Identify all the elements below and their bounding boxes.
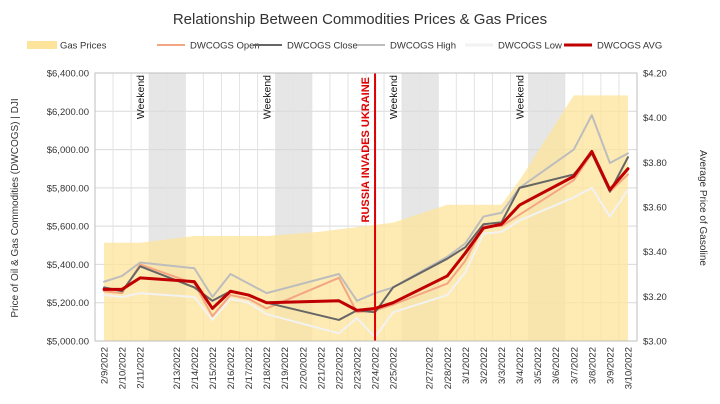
x-tick-label: 3/1/2022 bbox=[461, 347, 472, 384]
x-tick-label: 2/25/2022 bbox=[389, 347, 400, 389]
y-left-tick-label: $6,200.00 bbox=[47, 107, 89, 118]
x-tick-label: 2/15/2022 bbox=[208, 347, 219, 389]
x-tick-label: 2/16/2022 bbox=[226, 347, 237, 389]
legend-label: DWCOGS Low bbox=[498, 41, 562, 52]
y-left-tick-label: $6,000.00 bbox=[47, 145, 89, 156]
y-left-tick-label: $5,800.00 bbox=[47, 183, 89, 194]
y-right-tick-label: $4.20 bbox=[643, 69, 667, 80]
gas-prices-area bbox=[104, 95, 628, 341]
x-tick-label: 2/13/2022 bbox=[172, 347, 183, 389]
legend-label: DWCOGS High bbox=[390, 41, 456, 52]
x-tick-label: 2/28/2022 bbox=[443, 347, 454, 389]
x-tick-label: 3/5/2022 bbox=[533, 347, 544, 384]
y-right-tick-label: $3.20 bbox=[643, 292, 667, 303]
x-tick-label: 2/21/2022 bbox=[316, 347, 327, 389]
legend-label: DWCOGS AVG bbox=[597, 41, 662, 52]
y-right-tick-label: $3.40 bbox=[643, 247, 667, 258]
x-tick-label: 2/10/2022 bbox=[118, 347, 129, 389]
legend: Gas Prices DWCOGS Open DWCOGS Close DWCOGS … bbox=[27, 41, 662, 52]
x-tick-label: 2/9/2022 bbox=[100, 347, 111, 384]
x-tick-label: 3/9/2022 bbox=[605, 347, 616, 384]
legend-label: Gas Prices bbox=[60, 41, 107, 52]
x-tick-label: 2/18/2022 bbox=[262, 347, 273, 389]
x-tick-label: 2/24/2022 bbox=[371, 347, 382, 389]
chart-title: Relationship Between Commodities Prices … bbox=[173, 11, 547, 28]
event-label: RUSSIA INVADES UKRAINE bbox=[360, 77, 372, 222]
legend-swatch-gas bbox=[27, 41, 57, 49]
x-tick-label: 3/3/2022 bbox=[497, 347, 508, 384]
x-tick-label: 2/11/2022 bbox=[136, 347, 147, 389]
y-left-tick-label: $5,000.00 bbox=[47, 337, 89, 348]
y-right-tick-label: $3.00 bbox=[643, 337, 667, 348]
weekend-label: Weekend bbox=[262, 75, 274, 119]
x-tick-label: 3/10/2022 bbox=[623, 347, 634, 389]
x-tick-label: 2/17/2022 bbox=[244, 347, 255, 389]
x-tick-label: 3/2/2022 bbox=[479, 347, 490, 384]
y-right-tick-label: $3.80 bbox=[643, 158, 667, 169]
x-tick-label: 3/7/2022 bbox=[569, 347, 580, 384]
x-tick-label: 2/20/2022 bbox=[298, 347, 309, 389]
x-tick-label: 2/19/2022 bbox=[280, 347, 291, 389]
y-left-tick-label: $5,400.00 bbox=[47, 260, 89, 271]
y-left-tick-label: $5,600.00 bbox=[47, 222, 89, 233]
y-left-tick-label: $6,400.00 bbox=[47, 69, 89, 80]
x-tick-label: 3/6/2022 bbox=[551, 347, 562, 384]
weekend-label: Weekend bbox=[388, 75, 400, 119]
legend-label: DWCOGS Close bbox=[287, 41, 358, 52]
x-tick-label: 2/23/2022 bbox=[352, 347, 363, 389]
y-left-tick-label: $5,200.00 bbox=[47, 298, 89, 309]
x-tick-label: 2/14/2022 bbox=[190, 347, 201, 389]
x-tick-label: 2/22/2022 bbox=[334, 347, 345, 389]
y-axis-right-title: Average Price of Gasoline bbox=[697, 150, 708, 266]
plot-border bbox=[94, 72, 638, 342]
weekend-label: Weekend bbox=[515, 75, 527, 119]
y-right-tick-label: $3.60 bbox=[643, 203, 667, 214]
weekend-label: Weekend bbox=[135, 75, 147, 119]
y-right-tick-label: $4.00 bbox=[643, 113, 667, 124]
plot-area: $5,000.00 $5,200.00 $5,400.00 $5,600.00 $5,8… bbox=[47, 69, 667, 390]
x-tick-label: 3/4/2022 bbox=[515, 347, 526, 384]
x-tick-label: 3/8/2022 bbox=[587, 347, 598, 384]
x-tick-label: 2/27/2022 bbox=[425, 347, 436, 389]
y-axis-left-title: Price of Oil & Gas Commodities (DWCOGS) … bbox=[10, 98, 21, 317]
legend-label: DWCOGS Open bbox=[190, 41, 260, 52]
